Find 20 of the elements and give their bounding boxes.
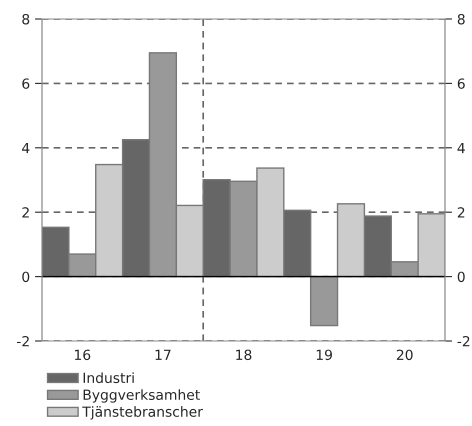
x-tick-label: 16 xyxy=(74,350,90,360)
y2-tick-label: 0 xyxy=(458,272,465,282)
y2-tick-label: 6 xyxy=(458,78,465,89)
y2-tick-label: 4 xyxy=(457,142,465,154)
y2-tick-label: 2 xyxy=(458,207,464,218)
legend-label: Industri xyxy=(84,372,134,384)
y-tick-label: 4 xyxy=(22,142,30,154)
x-tick-label: 20 xyxy=(396,350,413,360)
legend-label: Tjänstebranscher xyxy=(82,406,203,420)
y-tick-label: 6 xyxy=(22,78,30,89)
y-tick-label: 0 xyxy=(22,272,30,282)
y-tick-label: 2 xyxy=(22,207,29,218)
y2-tick-label: 8 xyxy=(458,14,465,24)
y-tick-label: -2 xyxy=(17,336,29,346)
x-tick-label: 18 xyxy=(236,350,252,360)
x-tick-label: 17 xyxy=(156,350,171,360)
y-tick-label: 8 xyxy=(22,14,30,24)
y2-tick-label: -2 xyxy=(457,336,470,346)
legend-label: Byggverksamhet xyxy=(84,389,200,403)
x-tick-label: 19 xyxy=(316,350,332,360)
